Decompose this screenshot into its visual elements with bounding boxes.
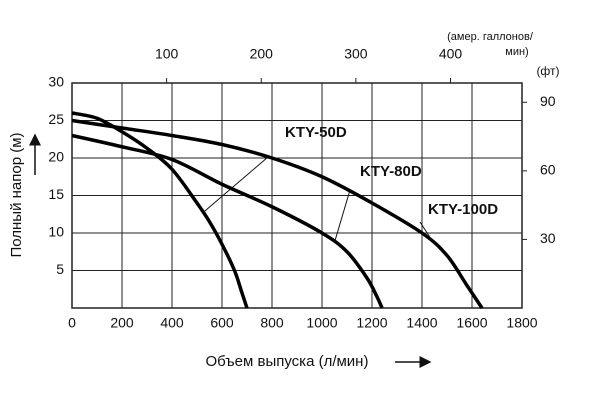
x-tick-label: 800 — [260, 315, 284, 331]
series-label: KTY-50D — [285, 124, 347, 141]
y-axis-label: Полный напор (м) — [8, 132, 25, 257]
x2-tick-label: 100 — [155, 46, 179, 62]
x-tick-label: 600 — [210, 315, 234, 331]
y-tick-label: 30 — [48, 74, 64, 90]
x2-tick-label: 300 — [344, 46, 368, 62]
x-tick-label: 400 — [160, 315, 184, 331]
x-tick-label: 0 — [68, 315, 76, 331]
leader-line — [419, 221, 435, 245]
curve — [71, 133, 384, 309]
x-axis-label: Объем выпуска (л/мин) — [206, 353, 369, 370]
x-tick-label: 1200 — [356, 315, 387, 331]
y2-tick-label: 90 — [540, 93, 556, 109]
x2-axis-label: (амер. галлонов/ — [447, 31, 534, 43]
x-tick-label: 1400 — [406, 315, 437, 331]
y-tick-label: 15 — [48, 186, 64, 202]
x-tick-label: 1600 — [456, 315, 487, 331]
y-tick-label: 20 — [48, 149, 64, 165]
x-tick-label: 1000 — [306, 315, 337, 331]
y-tick-label: 25 — [48, 111, 64, 127]
x2-tick-label: 200 — [250, 46, 274, 62]
x2-axis-label: мин) — [505, 46, 528, 58]
series-label: KTY-80D — [360, 163, 422, 180]
curve — [71, 118, 484, 309]
x-tick-label: 1800 — [506, 315, 537, 331]
x-tick-label: 200 — [110, 315, 134, 331]
leader-line — [334, 189, 351, 243]
leader-line — [202, 156, 269, 213]
y-tick-label: 10 — [48, 224, 64, 240]
y2-tick-label: 30 — [540, 230, 556, 246]
y2-axis-label: (фт) — [536, 64, 559, 78]
x2-tick-label: 400 — [439, 46, 463, 62]
series-label: KTY-100D — [428, 201, 498, 218]
y2-tick-label: 60 — [540, 162, 556, 178]
y-tick-label: 5 — [56, 261, 64, 277]
